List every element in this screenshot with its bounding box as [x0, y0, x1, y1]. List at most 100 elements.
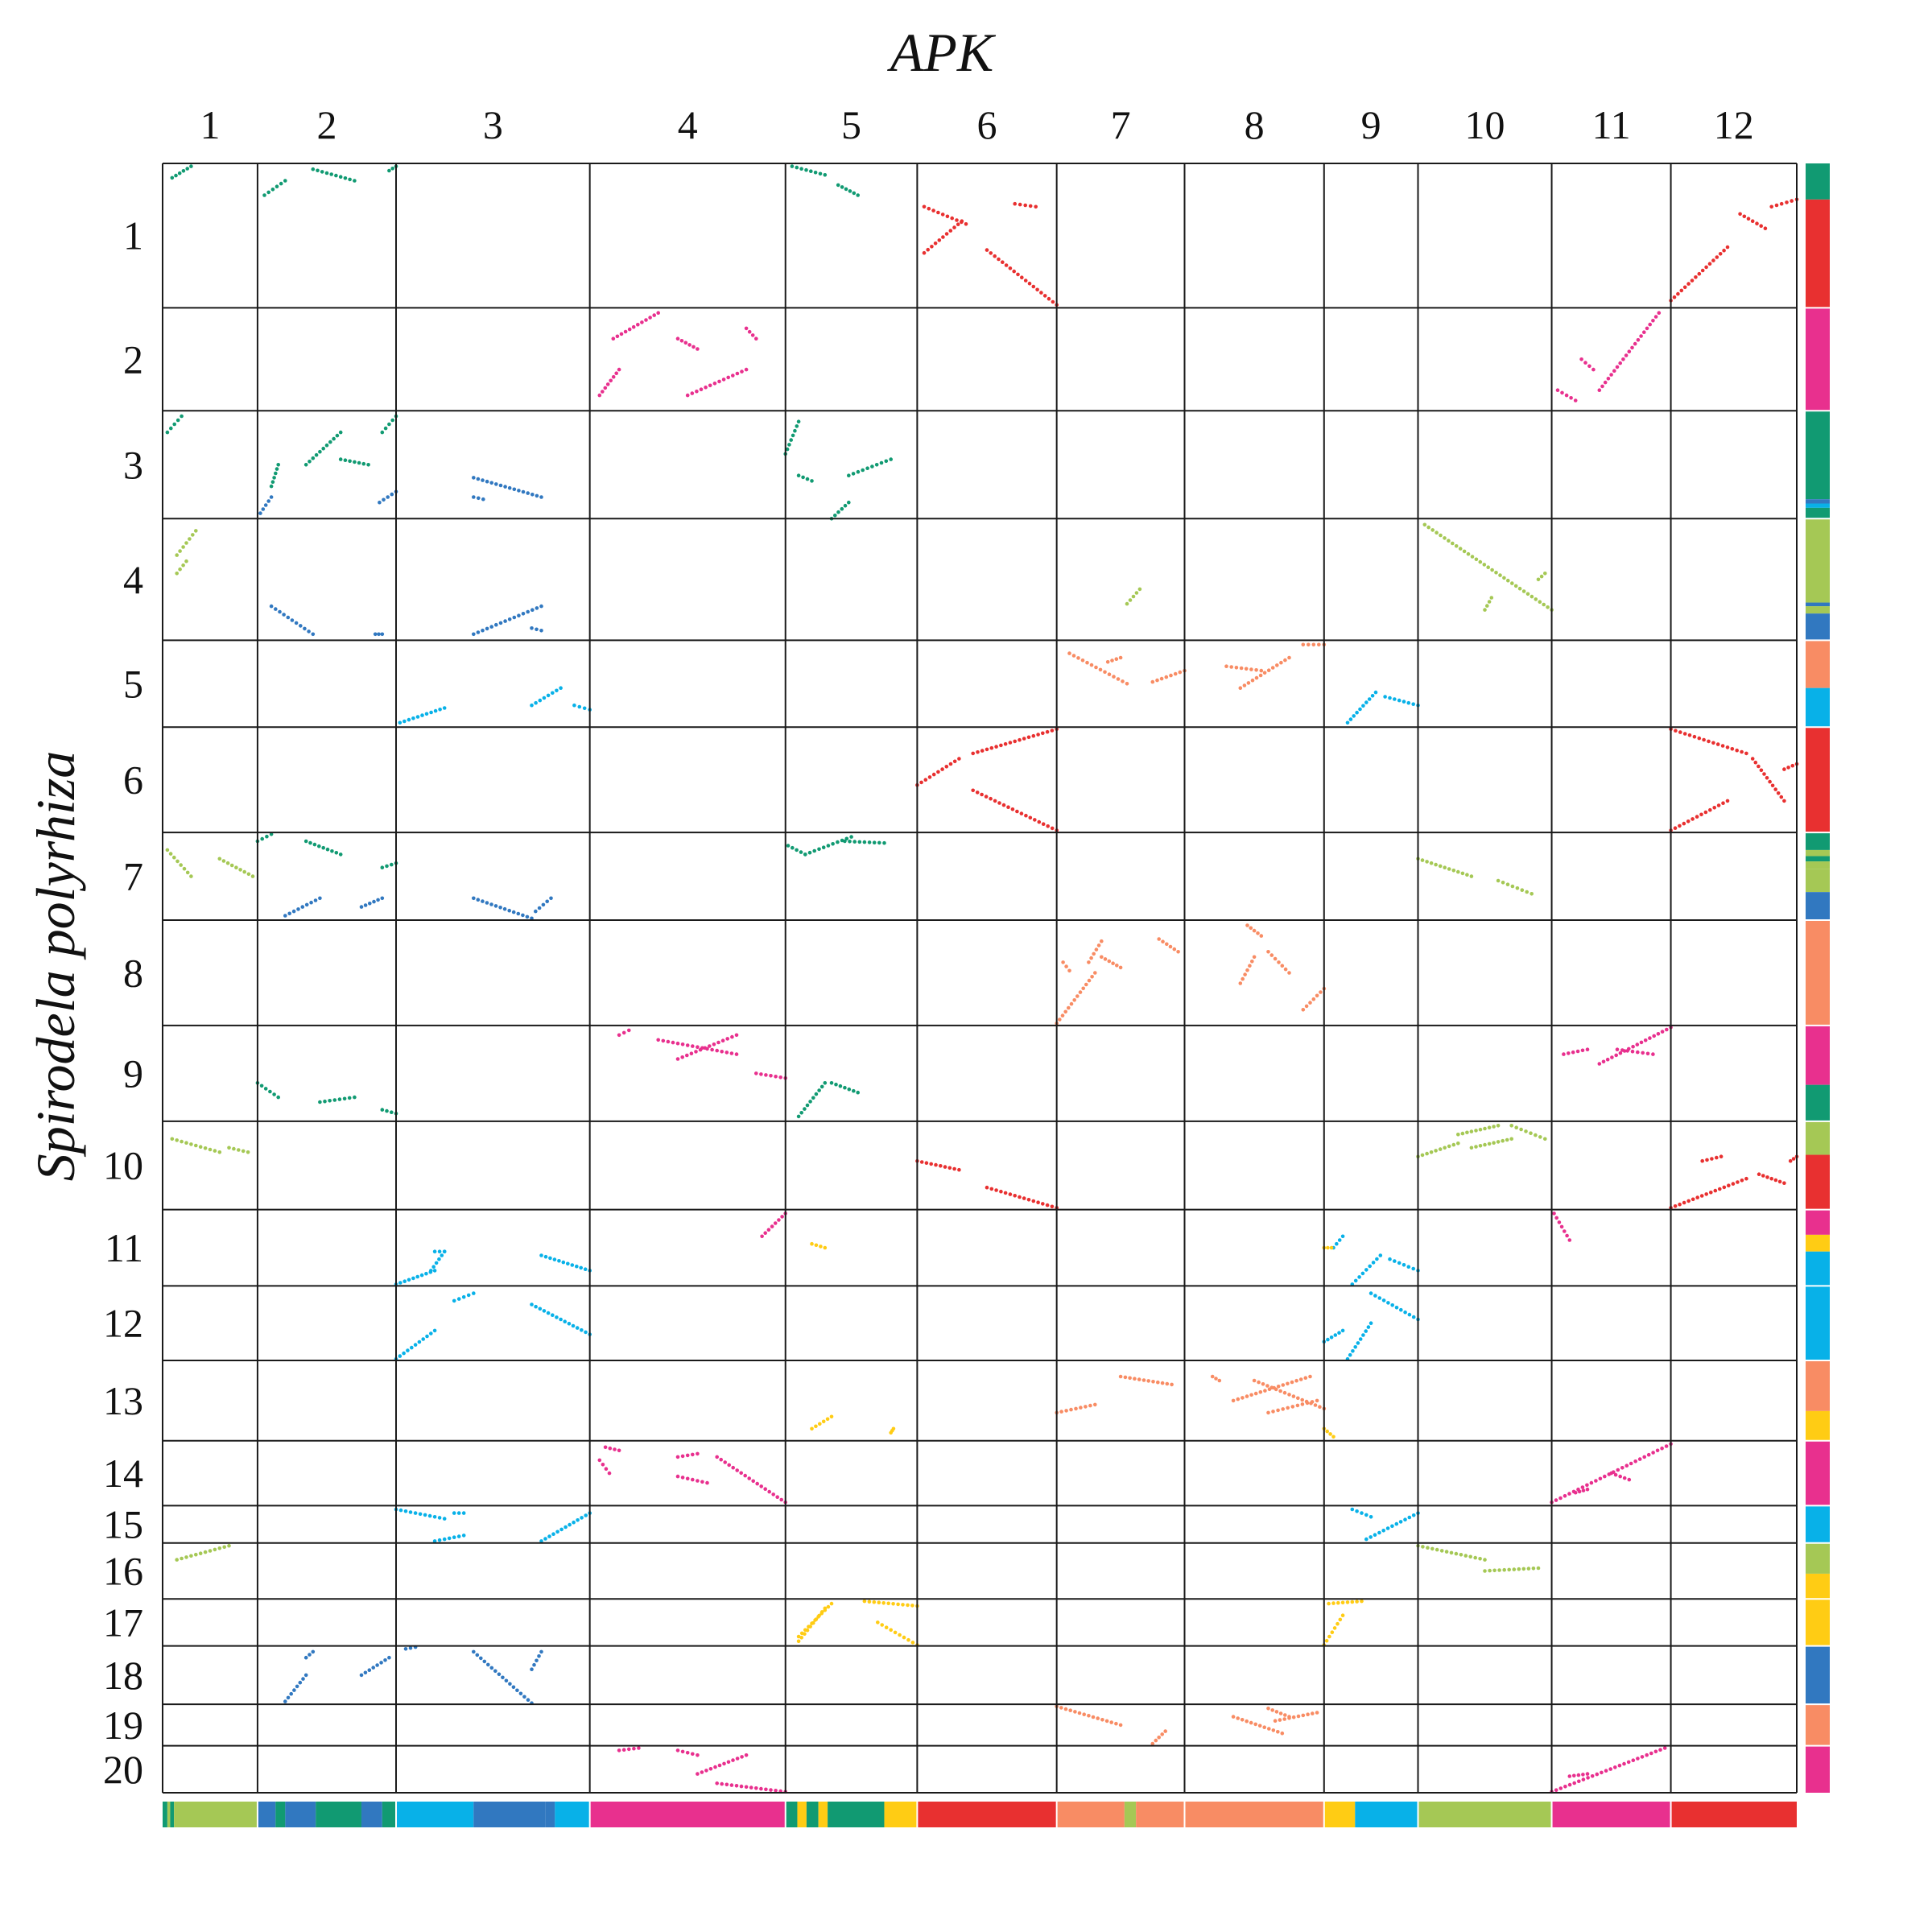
synteny-dot — [1609, 1471, 1613, 1476]
synteny-dot — [723, 1460, 727, 1464]
synteny-dot — [472, 495, 476, 499]
synteny-dot — [699, 387, 704, 392]
synteny-dot — [563, 1319, 567, 1323]
synteny-dot — [534, 909, 538, 914]
synteny-dot — [1036, 1200, 1040, 1204]
synteny-dot — [1517, 586, 1522, 591]
synteny-dot — [1100, 939, 1104, 943]
synteny-dot — [1270, 666, 1275, 670]
synteny-dot — [408, 1645, 413, 1650]
synteny-dot — [398, 720, 402, 725]
synteny-dot — [1687, 733, 1692, 737]
synteny-dot — [1411, 702, 1415, 706]
synteny-dot — [1715, 255, 1719, 259]
synteny-dot — [1287, 971, 1291, 975]
synteny-dot — [303, 1655, 308, 1660]
y-color-segment — [1806, 1542, 1830, 1574]
synteny-dot — [1697, 736, 1702, 741]
synteny-dot — [1496, 1140, 1501, 1144]
synteny-dot — [1653, 1749, 1658, 1754]
synteny-dot — [1673, 826, 1678, 830]
synteny-dot — [1454, 544, 1459, 548]
y-color-segment — [1806, 640, 1830, 688]
y-chromosome-label: 9 — [123, 1051, 143, 1096]
y-color-segment — [1806, 856, 1830, 862]
synteny-dot — [1069, 1001, 1074, 1006]
synteny-dot — [1622, 1761, 1626, 1766]
synteny-dot — [1018, 737, 1022, 742]
synteny-dot — [931, 208, 935, 213]
synteny-dot — [1782, 767, 1786, 771]
synteny-dot — [189, 1554, 193, 1558]
synteny-dot — [774, 1075, 778, 1079]
synteny-dot — [831, 842, 835, 846]
synteny-dot — [555, 1530, 559, 1534]
synteny-dot — [1398, 1520, 1403, 1524]
synteny-block — [1350, 1253, 1383, 1286]
y-chromosome-label: 17 — [103, 1600, 143, 1645]
synteny-dot — [680, 1042, 685, 1046]
synteny-dot — [1402, 700, 1406, 704]
synteny-dot — [814, 1424, 818, 1429]
y-color-segment — [1806, 892, 1830, 920]
synteny-dot — [1695, 1195, 1699, 1199]
synteny-dot — [796, 473, 801, 477]
synteny-dot — [1525, 890, 1529, 894]
synteny-dot — [1682, 1200, 1686, 1205]
synteny-dot — [632, 1746, 636, 1751]
synteny-dot — [1012, 269, 1016, 274]
synteny-dot — [734, 1784, 739, 1788]
y-color-segment — [1806, 199, 1830, 308]
synteny-dot — [796, 419, 801, 423]
synteny-dot — [1352, 714, 1356, 718]
synteny-dot — [1610, 1055, 1614, 1059]
synteny-dot — [1296, 1396, 1300, 1401]
synteny-dot — [779, 1497, 783, 1502]
synteny-dot — [1159, 676, 1164, 681]
synteny-block — [889, 1426, 896, 1435]
synteny-dot — [1790, 763, 1795, 768]
synteny-dot — [1492, 1568, 1496, 1573]
synteny-dot — [1460, 871, 1465, 876]
synteny-block — [1597, 1026, 1673, 1066]
synteny-dot — [933, 242, 938, 246]
synteny-dot — [283, 914, 287, 918]
synteny-dot — [298, 1680, 303, 1685]
synteny-dot — [1305, 1401, 1310, 1406]
synteny-dot — [735, 1757, 740, 1761]
synteny-dot — [1004, 263, 1009, 267]
synteny-dot — [1058, 1018, 1062, 1022]
synteny-dot — [755, 1481, 759, 1486]
synteny-dot — [410, 1345, 414, 1350]
synteny-dot — [1474, 1145, 1478, 1149]
x-chromosome-label: 9 — [1361, 102, 1381, 147]
synteny-dot — [432, 1328, 437, 1333]
synteny-dot — [572, 1520, 576, 1525]
synteny-dot — [390, 167, 395, 171]
synteny-dot — [1245, 1394, 1249, 1398]
synteny-dot — [691, 1452, 695, 1457]
synteny-dot — [1487, 1141, 1492, 1146]
synteny-dot — [437, 1249, 442, 1253]
synteny-dot — [184, 1141, 188, 1145]
synteny-dot — [1597, 1062, 1602, 1066]
synteny-dot — [1573, 398, 1578, 402]
synteny-dot — [675, 336, 680, 341]
synteny-dot — [805, 477, 810, 481]
synteny-dot — [1715, 1155, 1719, 1160]
y-chromosome-label: 2 — [123, 336, 143, 382]
synteny-dot — [282, 613, 286, 617]
synteny-dot — [759, 1786, 763, 1791]
synteny-dot — [1489, 596, 1494, 600]
synteny-dot — [552, 1257, 557, 1261]
synteny-dot — [743, 1473, 747, 1478]
synteny-dot — [1041, 1202, 1045, 1206]
synteny-dot — [402, 1279, 407, 1283]
synteny-block — [847, 457, 893, 477]
synteny-dot — [308, 840, 312, 845]
synteny-dot — [919, 780, 923, 785]
synteny-dot — [437, 1516, 442, 1520]
synteny-dot — [1068, 1708, 1072, 1712]
synteny-dot — [286, 1695, 291, 1700]
synteny-dot — [852, 840, 857, 844]
